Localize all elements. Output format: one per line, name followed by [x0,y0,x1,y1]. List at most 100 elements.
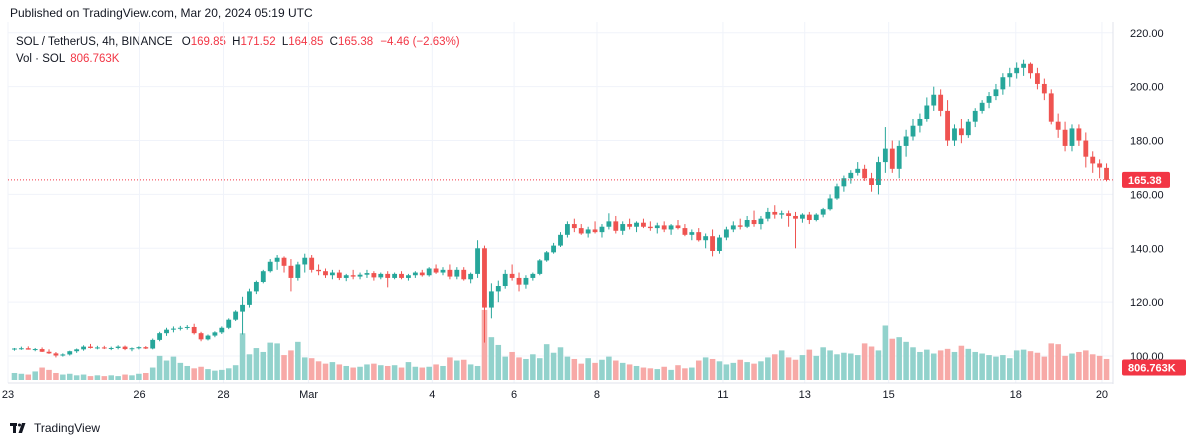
candle-body [115,346,121,348]
volume-bar [633,365,640,380]
volume-bar [474,365,481,380]
candle-body [288,265,294,278]
volume-bar [378,365,384,380]
volume-bar [1041,356,1048,380]
volume-bar [1027,351,1034,380]
volume-bar [108,375,114,380]
volume-bar [170,356,177,380]
candle-body [371,273,377,278]
candle-body [924,105,930,119]
volume-bar [709,358,716,380]
volume-bar [32,371,38,380]
candle-body [744,220,750,227]
volume-bar [785,357,792,380]
volume-bar [25,374,32,380]
candle-body [502,273,508,287]
volume-bar [606,356,612,380]
candle-body [482,248,487,308]
x-tick-label: 6 [511,389,517,401]
volume-bar [371,363,377,380]
x-tick-label: 18 [1010,389,1022,401]
x-tick-label: 28 [217,389,229,401]
volume-bar [972,351,978,380]
x-tick-label: 4 [429,389,435,401]
volume-bar [668,369,674,380]
candle-body [1000,77,1006,90]
candle-body [274,257,280,262]
volume-bar [765,357,771,380]
candle-body [668,225,674,230]
volume-bar [571,358,578,380]
last-volume-badge [1122,359,1186,376]
candle-body [578,228,584,234]
y-tick-label: 200.00 [1130,82,1164,94]
candle-body [537,260,543,274]
candle-body [1083,140,1089,157]
y-tick-label: 120.00 [1130,297,1164,309]
price-axis[interactable]: 220.00200.00180.00160.00140.00120.00100.… [1122,28,1186,376]
candle-body [440,269,446,273]
candle-body [191,326,197,334]
candle-body [938,94,944,111]
candle-body [447,269,453,277]
volume-bar [53,372,59,380]
candle-body [101,347,107,349]
volume-bar [322,363,329,380]
volume-bars [11,309,1110,380]
candle-body [606,221,612,227]
volume-bar [661,366,667,380]
volume-bar [156,355,163,380]
candle-body [544,252,550,261]
candle-body [198,333,204,340]
candle-body [592,229,598,233]
volume-bar [115,376,121,380]
candle-body [32,349,38,351]
volume-bar [516,357,522,380]
tradingview-logo-icon [10,423,26,433]
volume-bar [813,355,820,380]
volume-bar [454,360,460,380]
volume-bar [564,356,571,380]
volume-bar [11,372,18,380]
candle-body [129,348,135,350]
candlesticks [12,59,1109,358]
candle-body [219,327,225,333]
candle-body [357,274,363,277]
volume-bar [910,347,916,380]
candle-body [406,275,411,278]
candle-body [171,328,176,330]
candle-body [876,162,881,185]
high-value: 171.52 [240,36,276,48]
candle-body [710,236,715,251]
volume-bar [308,358,315,380]
candle-body [931,94,937,106]
candle-body [1028,63,1033,74]
candle-body [917,118,923,126]
candle-body [302,257,308,265]
volume-bar [1020,349,1027,380]
volume-bar [73,375,80,380]
candle-body [205,335,211,340]
volume-bar [357,366,363,380]
volume-bar [488,337,495,380]
candle-body [164,329,169,334]
brand-label: TradingView [34,421,101,435]
volume-bar [274,343,280,380]
x-tick-label: 23 [2,389,14,401]
chart-legend: SOL / TetherUS, 4h, BINANCE O169.85 H171… [16,34,460,68]
candle-body [627,224,633,227]
candle-body [841,178,847,187]
volume-bar [1096,355,1103,380]
candle-body [703,236,709,241]
volume-bar [239,333,246,380]
volume-bar [60,374,66,380]
y-tick-label: 180.00 [1130,136,1164,148]
volume-bar [281,355,287,380]
candle-body [316,269,322,272]
candle-body [240,304,245,312]
candle-body [122,346,128,350]
volume-bar [903,341,909,380]
time-axis[interactable]: 23 26 28 Mar 4 6 8 11 13 15 18 20 [2,389,1108,401]
volume-bar [198,366,204,380]
